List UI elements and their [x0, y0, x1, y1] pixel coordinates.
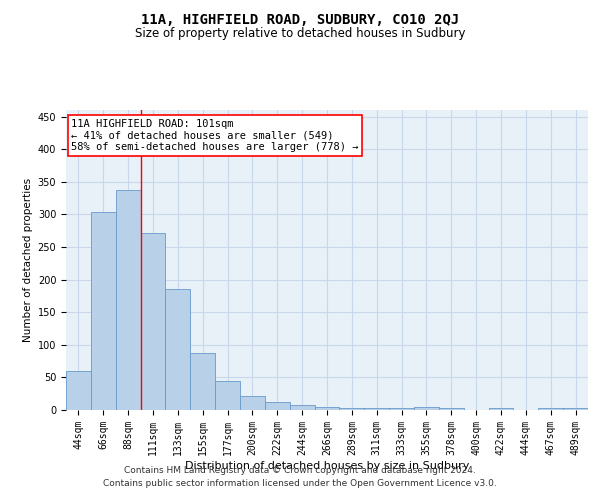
Text: 11A HIGHFIELD ROAD: 101sqm
← 41% of detached houses are smaller (549)
58% of sem: 11A HIGHFIELD ROAD: 101sqm ← 41% of deta…	[71, 119, 359, 152]
Bar	[439, 408, 464, 410]
Text: Contains HM Land Registry data © Crown copyright and database right 2024.
Contai: Contains HM Land Registry data © Crown c…	[103, 466, 497, 487]
Bar	[91, 212, 116, 410]
Bar	[364, 408, 389, 410]
Bar	[488, 408, 514, 410]
Bar	[190, 352, 215, 410]
Y-axis label: Number of detached properties: Number of detached properties	[23, 178, 34, 342]
Bar	[414, 406, 439, 410]
Bar	[563, 408, 588, 410]
Bar	[66, 371, 91, 410]
Bar	[140, 232, 166, 410]
Bar	[340, 408, 364, 410]
Bar	[215, 380, 240, 410]
X-axis label: Distribution of detached houses by size in Sudbury: Distribution of detached houses by size …	[185, 460, 469, 470]
Bar	[265, 402, 290, 410]
Bar	[166, 290, 190, 410]
Bar	[389, 408, 414, 410]
Bar	[116, 190, 140, 410]
Bar	[240, 396, 265, 410]
Text: Size of property relative to detached houses in Sudbury: Size of property relative to detached ho…	[135, 28, 465, 40]
Bar	[290, 405, 314, 410]
Text: 11A, HIGHFIELD ROAD, SUDBURY, CO10 2QJ: 11A, HIGHFIELD ROAD, SUDBURY, CO10 2QJ	[141, 12, 459, 26]
Bar	[314, 406, 340, 410]
Bar	[538, 408, 563, 410]
